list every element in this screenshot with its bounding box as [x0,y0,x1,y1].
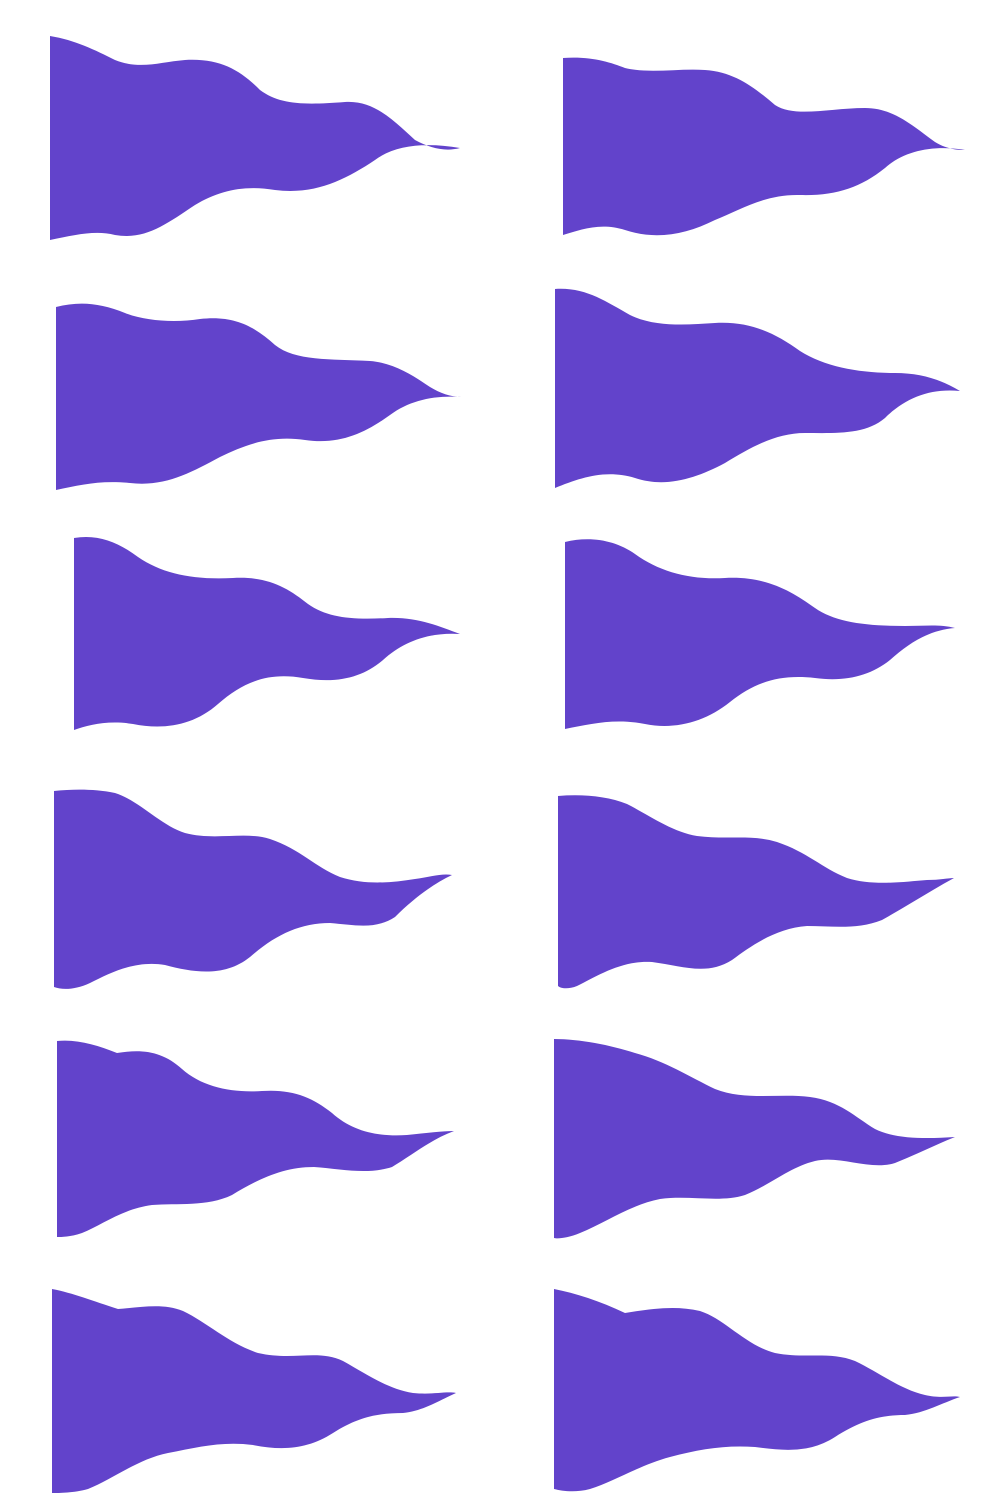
pennant-shape [565,539,955,729]
pennant-shape [52,1289,456,1493]
pennant-flag [554,1039,955,1239]
pennant-flag [563,57,965,236]
pennant-flag [54,789,452,989]
pennant-flag [57,1040,454,1237]
pennant-flag [52,1289,456,1493]
pennant-flag [558,795,954,989]
pennant-shape [57,1040,454,1237]
pennant-shape [563,57,965,236]
pennant-shape [555,288,960,488]
pennant-flag [50,36,460,240]
pennant-flag [565,539,955,729]
pennant-shape [74,536,460,730]
pennant-flag [555,288,960,488]
pennant-shape [554,1289,960,1492]
pennant-shape [558,795,954,989]
pennant-flag [56,303,462,490]
pennant-flag [74,536,460,730]
pennant-shape [554,1039,955,1239]
pennant-shape [54,789,452,989]
pennant-shape [50,36,460,240]
pennant-shape [56,303,462,490]
pennant-flag [554,1289,960,1492]
